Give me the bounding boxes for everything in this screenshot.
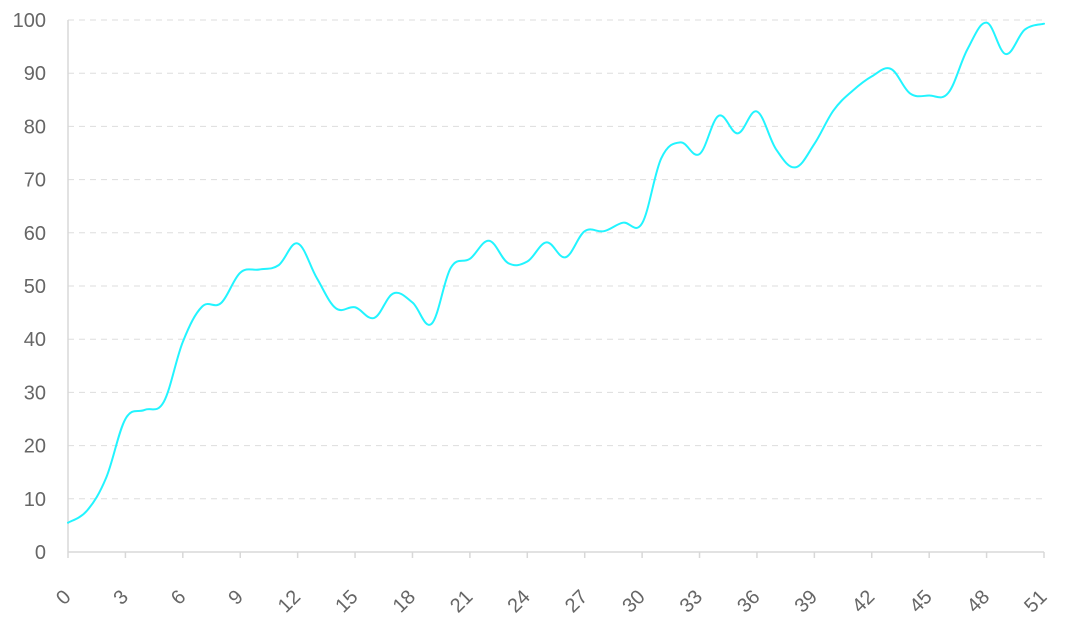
x-tick-label: 39 [791, 586, 822, 617]
x-tick-label: 12 [274, 586, 305, 617]
x-tick-label: 33 [676, 586, 707, 617]
y-tick-label: 80 [24, 116, 46, 138]
x-tick-label: 24 [504, 586, 535, 617]
x-tick-label: 30 [618, 586, 649, 617]
x-tick-label: 45 [905, 586, 936, 617]
x-tick-label: 3 [110, 586, 133, 609]
y-tick-label: 100 [13, 10, 46, 32]
x-tick-label: 42 [848, 586, 879, 617]
y-tick-label: 60 [24, 223, 46, 245]
x-tick-label: 15 [331, 586, 362, 617]
y-tick-label: 10 [24, 489, 46, 511]
y-tick-label: 50 [24, 276, 46, 298]
x-tick-label: 27 [561, 586, 592, 617]
x-tick-label: 48 [963, 586, 994, 617]
x-tick-label: 6 [167, 586, 190, 609]
x-axis-tick-labels: 0 3 6 9 12 15 18 21 24 27 30 33 36 39 42 45 48 51 [52, 586, 1051, 617]
y-tick-label: 70 [24, 170, 46, 192]
x-tick-label: 36 [733, 586, 764, 617]
y-tick-label: 20 [24, 436, 46, 458]
series-line [67, 21, 1045, 524]
series-lines [67, 21, 1045, 524]
axes [67, 20, 1045, 558]
x-tick-label: 51 [1020, 586, 1051, 617]
y-tick-label: 0 [35, 542, 46, 564]
y-tick-label: 40 [24, 329, 46, 351]
grid-lines [68, 19, 1044, 500]
y-axis-tick-labels: 0 10 20 30 40 50 60 70 80 90 100 [13, 10, 46, 564]
x-tick-label: 21 [446, 586, 477, 617]
y-tick-label: 90 [24, 63, 46, 85]
x-tick-label: 9 [224, 586, 247, 609]
y-tick-label: 30 [24, 382, 46, 404]
x-tick-label: 0 [52, 586, 75, 609]
x-tick-label: 18 [389, 586, 420, 617]
